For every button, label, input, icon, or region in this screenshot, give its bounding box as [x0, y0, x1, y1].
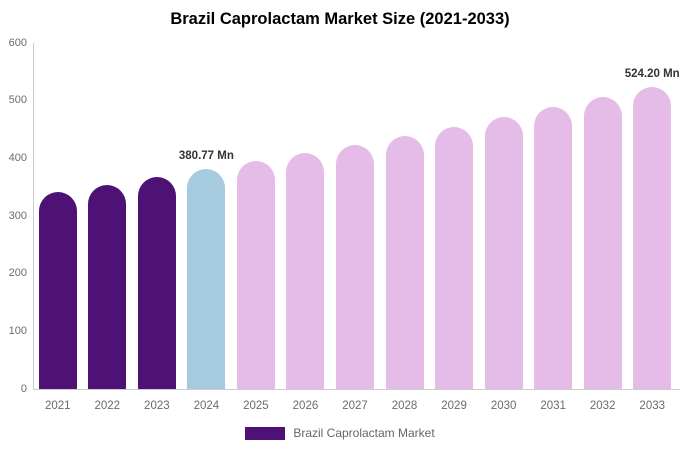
x-tick-label-2026: 2026 [292, 400, 319, 412]
y-tick-label-200: 200 [8, 267, 27, 280]
x-tick-label-2031: 2031 [540, 400, 566, 412]
chart-title: Brazil Caprolactam Market Size (2021-203… [170, 10, 510, 28]
x-tick-label-2023: 2023 [144, 400, 170, 412]
bar-2024[interactable] [187, 169, 226, 389]
x-tick-label-2027: 2027 [342, 400, 368, 412]
bar-2022[interactable] [88, 184, 127, 389]
x-tick-label-2029: 2029 [441, 400, 467, 412]
x-tick-label-2030: 2030 [490, 400, 517, 412]
y-tick-label-500: 500 [8, 94, 27, 107]
x-tick-label-2033: 2033 [639, 400, 666, 412]
plot-area: 380.77 Mn 524.20 Mn [33, 43, 680, 389]
x-tick-label-2025: 2025 [243, 400, 269, 412]
x-tick-label-2028: 2028 [391, 400, 418, 412]
x-tick-label-2021: 2021 [44, 400, 71, 412]
x-tick-label-2024: 2024 [193, 400, 220, 412]
legend-swatch[interactable] [245, 426, 286, 440]
bar-2027[interactable] [336, 144, 374, 389]
y-tick-label-600: 600 [8, 36, 27, 49]
bar-2025[interactable] [236, 161, 275, 389]
bar-2026[interactable] [286, 153, 325, 389]
y-tick-label-400: 400 [8, 151, 27, 164]
y-tick-label-300: 300 [8, 209, 27, 222]
bar-2028[interactable] [385, 135, 424, 389]
bar-2029[interactable] [435, 126, 474, 389]
bar-2031[interactable] [534, 107, 573, 389]
legend-label[interactable]: Brazil Caprolactam Market [293, 426, 435, 440]
bar-2021[interactable] [38, 191, 77, 389]
data-label-2033: 524.20 Mn [624, 67, 680, 80]
data-label-2024: 380.77 Mn [178, 150, 234, 163]
bar-2023[interactable] [137, 177, 176, 389]
bar-2032[interactable] [583, 97, 622, 389]
y-axis-line [33, 43, 34, 389]
x-tick-label-2032: 2032 [589, 400, 616, 412]
legend: Brazil Caprolactam Market [0, 426, 680, 440]
bar-2033[interactable] [633, 86, 672, 389]
y-tick-label-0: 0 [20, 382, 27, 395]
x-axis-line [33, 389, 680, 390]
y-tick-label-100: 100 [8, 324, 27, 337]
x-tick-label-2022: 2022 [94, 400, 121, 412]
bar-2030[interactable] [484, 117, 523, 389]
